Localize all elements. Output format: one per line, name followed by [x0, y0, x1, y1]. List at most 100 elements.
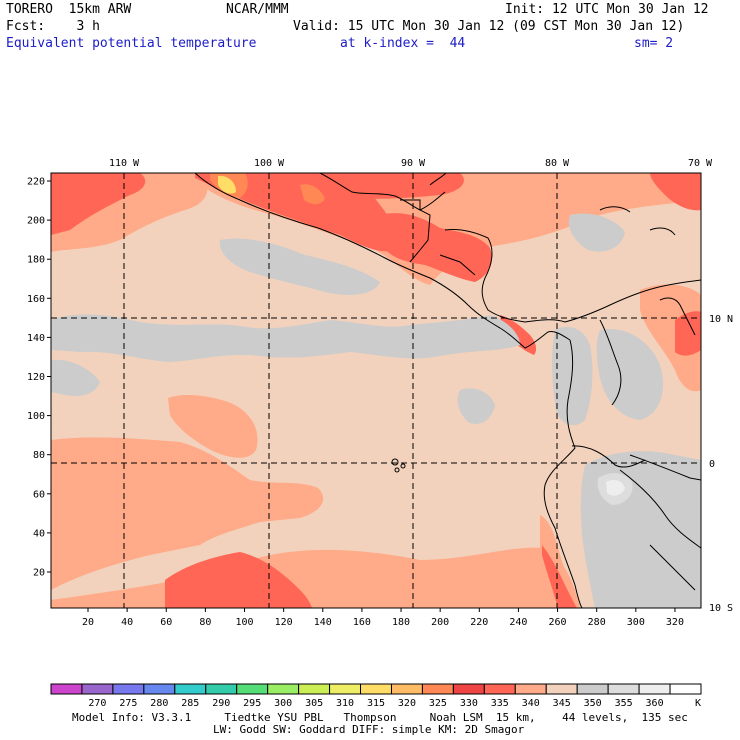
x-tick-label: 180: [392, 617, 410, 628]
salmon-region-central: [168, 395, 258, 458]
y-tick-label: 180: [27, 255, 45, 266]
coastline-galapagos: [391, 458, 406, 473]
lat-label-equator: 0: [709, 459, 715, 470]
colorbar-swatch: [607, 683, 640, 695]
model-title: TORERO 15km ARW: [6, 2, 132, 17]
lon-label-90w: 90 W: [401, 158, 426, 169]
salmon-region-peru-coast: [540, 515, 580, 608]
colorbar-label: 280: [150, 698, 168, 709]
border-guatemala: [400, 199, 431, 263]
y-tick-label: 20: [33, 568, 45, 579]
colorbar-label: 270: [88, 698, 106, 709]
x-tick-label: 140: [314, 617, 332, 628]
coastline-central-america-north: [444, 229, 566, 323]
x-tick-label: 300: [627, 617, 645, 628]
coastline-south-america-west: [543, 339, 583, 608]
colorbar-swatch: [205, 683, 238, 695]
lon-label-110w: 110 W: [109, 158, 140, 169]
x-tick-label: 220: [470, 617, 488, 628]
gray-band-pacific: [51, 314, 520, 362]
colorbar-label: 345: [553, 698, 571, 709]
colorbar-swatch: [298, 683, 331, 695]
lat-label-10s: 10 S: [709, 603, 733, 614]
y-axis-ticks: 220 200 180 160 140 120 100 80 60 40 20: [27, 177, 51, 579]
y-tick-label: 60: [33, 489, 45, 500]
colorbar-label: 305: [305, 698, 323, 709]
x-tick-label: 120: [275, 617, 293, 628]
border-colombia-venezuela: [599, 319, 622, 406]
colorbar-swatch: [452, 683, 485, 695]
gray-patch-central: [457, 388, 495, 425]
colorbar-swatch: [50, 683, 83, 695]
colorbar-label: 355: [615, 698, 633, 709]
yellow-spot-mexico: [218, 175, 236, 194]
y-tick-label: 200: [27, 216, 45, 227]
x-tick-label: 160: [353, 617, 371, 628]
coastline-mexico: [194, 173, 469, 306]
gray-patch-west: [51, 359, 100, 397]
colorbar-swatch: [360, 683, 392, 695]
border-amazon: [629, 454, 701, 591]
colorbar-swatch: [174, 683, 207, 695]
orange-spot-gulf: [300, 184, 325, 205]
border-ecuador-peru: [571, 445, 646, 468]
x-tick-label: 200: [431, 617, 449, 628]
x-tick-label: 100: [235, 617, 253, 628]
lon-label-100w: 100 W: [254, 158, 285, 169]
colorbar: 270 275 280 285 290 295 300 305 310 315 320 325 330 3…: [50, 683, 702, 709]
colorbar-label: 300: [274, 698, 292, 709]
lat-lon-grid: [51, 173, 701, 608]
colorbar-label: 335: [491, 698, 509, 709]
y-tick-label: 40: [33, 528, 45, 539]
white-spot-amazon: [606, 480, 625, 496]
salmon-region-southwest: [51, 437, 324, 590]
colorbar-swatch: [514, 683, 547, 695]
colorbar-swatch: [236, 683, 269, 695]
coastlines: [194, 173, 701, 608]
coastline-gulf: [319, 173, 446, 211]
colorbar-swatch: [390, 683, 423, 695]
colorbar-label: 295: [243, 698, 261, 709]
x-tick-label: 60: [160, 617, 172, 628]
salmon-region-colombia: [640, 284, 701, 392]
y-tick-label: 80: [33, 450, 45, 461]
colorbar-label: 315: [367, 698, 385, 709]
level-info: at k-index = 44: [340, 36, 466, 51]
red-region-northwest-corner: [51, 173, 146, 235]
colorbar-swatch: [329, 683, 362, 695]
red-region-caribbean-east: [650, 173, 701, 211]
colorbar-label: 275: [119, 698, 137, 709]
colorbar-swatch: [669, 683, 702, 695]
coastline-caribbean: [599, 206, 676, 236]
forecast-hour: Fcst: 3 h: [6, 19, 100, 34]
y-tick-label: 120: [27, 372, 45, 383]
physics-info: LW: Godd SW: Goddard DIFF: simple KM: 2D…: [213, 723, 525, 736]
colorbar-label: 290: [212, 698, 230, 709]
x-tick-label: 320: [666, 617, 684, 628]
colorbar-swatch: [143, 683, 176, 695]
border-peru-brazil: [619, 469, 701, 549]
colorbar-label: 330: [460, 698, 478, 709]
colorbar-swatch: [638, 683, 671, 695]
colorbar-label: 360: [646, 698, 664, 709]
colorbar-label: 320: [398, 698, 416, 709]
colorbar-label: 340: [522, 698, 540, 709]
red-region-peru: [542, 545, 577, 608]
y-tick-label: 140: [27, 333, 45, 344]
init-time: Init: 12 UTC Mon 30 Jan 12: [505, 2, 709, 17]
colorbar-swatch: [112, 683, 145, 695]
gray-patch-north: [219, 238, 380, 295]
y-tick-label: 160: [27, 294, 45, 305]
x-tick-label: 260: [549, 617, 567, 628]
coastline-yucatan: [429, 173, 447, 186]
model-info: Model Info: V3.3.1 Tiedtke YSU PBL Thomp…: [72, 711, 688, 724]
plot-frame: [50, 172, 702, 609]
lon-label-80w: 80 W: [545, 158, 570, 169]
x-tick-label: 20: [82, 617, 94, 628]
colorbar-swatch: [421, 683, 454, 695]
colorbar-unit: K: [695, 698, 701, 709]
colorbar-label: 285: [181, 698, 199, 709]
valid-time: Valid: 15 UTC Mon 30 Jan 12 (09 CST Mon …: [293, 19, 685, 34]
red-region-pacific-southwest: [165, 552, 312, 608]
